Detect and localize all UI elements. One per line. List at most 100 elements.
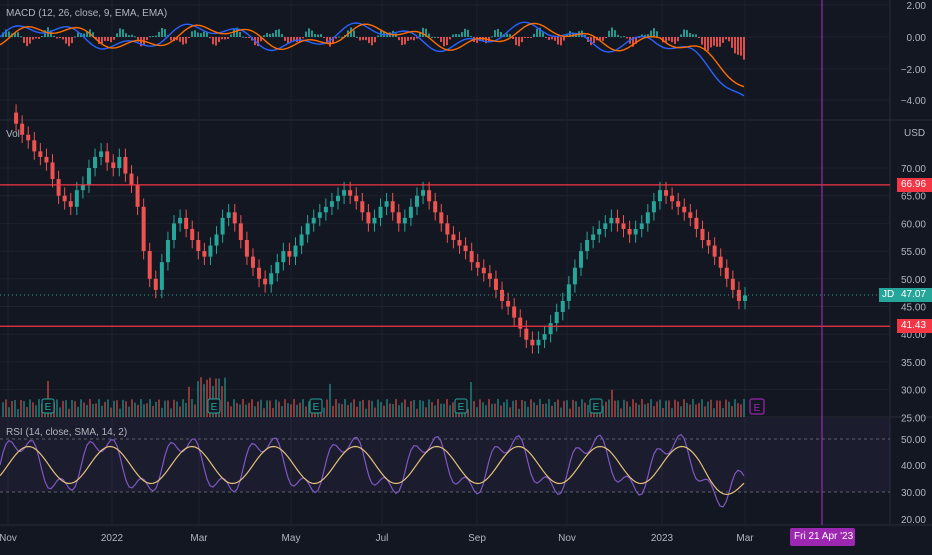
candle-body [56, 179, 61, 196]
macd-histogram-bar [65, 37, 67, 44]
candle-body [196, 240, 201, 252]
macd-histogram-bar [371, 37, 373, 46]
volume-bar [383, 405, 385, 417]
macd-histogram-bar [266, 33, 268, 37]
candle-body [469, 251, 474, 263]
volume-bar [248, 402, 250, 417]
time-axis-label: Mar [736, 533, 754, 544]
macd-histogram-bar [554, 37, 556, 41]
volume-bar [629, 406, 631, 417]
candle-body [202, 251, 207, 257]
candle-body [354, 195, 359, 202]
price-axis-tick: 45.00 [901, 303, 926, 314]
macd-histogram-bar [191, 31, 193, 37]
macd-histogram-bar [470, 36, 472, 38]
volume-bar [377, 399, 379, 417]
macd-histogram-bar [119, 28, 121, 37]
volume-bar [170, 408, 172, 417]
candle-body [657, 190, 662, 202]
volume-bar [518, 408, 520, 417]
candle-body [645, 212, 650, 224]
volume-bar [737, 403, 739, 417]
volume-bar [215, 378, 217, 417]
macd-line [0, 21, 745, 97]
macd-histogram-bar [314, 34, 316, 37]
macd-histogram-bar [227, 37, 229, 39]
volume-bar [710, 399, 712, 417]
volume-bar [158, 399, 160, 417]
macd-histogram-bar [680, 34, 682, 37]
volume-bar [146, 403, 148, 417]
price-axis-tick: 30.00 [901, 386, 926, 397]
candle-body [414, 195, 419, 207]
volume-bar [641, 399, 643, 417]
candle-body [372, 217, 377, 224]
rsi-line [0, 433, 745, 508]
candle-body [44, 156, 49, 163]
candle-body [317, 212, 322, 218]
macd-histogram-bar [236, 27, 238, 37]
volume-bar [299, 402, 301, 417]
volume-bar [494, 403, 496, 417]
price-axis-tick: 35.00 [901, 358, 926, 369]
macd-histogram-bar [599, 37, 601, 41]
volume-bar [260, 399, 262, 417]
macd-histogram-bar [416, 37, 418, 39]
rsi-axis-tick: 30.00 [901, 488, 926, 499]
candle-body [536, 339, 541, 346]
candle-body [560, 300, 565, 313]
candle-body [208, 245, 213, 257]
volume-bar [467, 408, 469, 417]
macd-histogram-bar [704, 37, 706, 51]
macd-histogram-bar [35, 37, 37, 39]
macd-histogram-bar [458, 34, 460, 37]
candle-body [712, 245, 717, 257]
macd-histogram-bar [734, 37, 736, 54]
volume-bar [113, 400, 115, 417]
price-axis-tick: 65.00 [901, 192, 926, 203]
volume-bar [548, 399, 550, 417]
resistance-level-tag[interactable]: 66.96 [897, 178, 932, 192]
macd-histogram-bar [281, 34, 283, 37]
macd-histogram-bar [410, 37, 412, 40]
macd-histogram-bar [233, 28, 235, 37]
volume-bar [542, 404, 544, 417]
volume-bar [680, 406, 682, 417]
volume-bar [557, 399, 559, 417]
symbol-label: JD [882, 289, 895, 300]
volume-bar [539, 399, 541, 417]
macd-histogram-bar [368, 37, 370, 44]
support-level-tag[interactable]: 41.43 [897, 319, 932, 333]
volume-bar [185, 402, 187, 417]
macd-histogram-bar [41, 36, 43, 38]
volume-bar [134, 402, 136, 417]
price-axis-tick: 25.00 [901, 413, 926, 424]
volume-bar [86, 405, 88, 417]
volume-bar [335, 399, 337, 417]
rsi-axis-tick: 20.00 [901, 515, 926, 526]
volume-bar [620, 408, 622, 417]
macd-histogram-bar [98, 37, 100, 44]
macd-histogram-bar [641, 34, 643, 37]
candle-body [336, 195, 341, 202]
volume-bar [338, 403, 340, 417]
macd-histogram-bar [521, 37, 523, 43]
macd-histogram-bar [155, 35, 157, 37]
macd-histogram-bar [302, 37, 304, 39]
volume-bar [578, 406, 580, 417]
crosshair-date-tag: Fri 21 Apr '23 [790, 528, 855, 546]
volume-bar [452, 402, 454, 417]
macd-histogram-bar [125, 33, 127, 37]
volume-bar [374, 407, 376, 417]
macd-histogram-bar [461, 32, 463, 37]
candle-body [427, 190, 432, 202]
macd-panel: 2.00 0.00 −2.00 −4.00 [0, 1, 926, 107]
volume-bar [74, 401, 76, 417]
macd-histogram-bar [602, 37, 604, 41]
macd-histogram-bar [29, 37, 31, 44]
volume-bar [530, 399, 532, 417]
volume-bar [386, 399, 388, 417]
macd-histogram-bar [59, 37, 61, 39]
